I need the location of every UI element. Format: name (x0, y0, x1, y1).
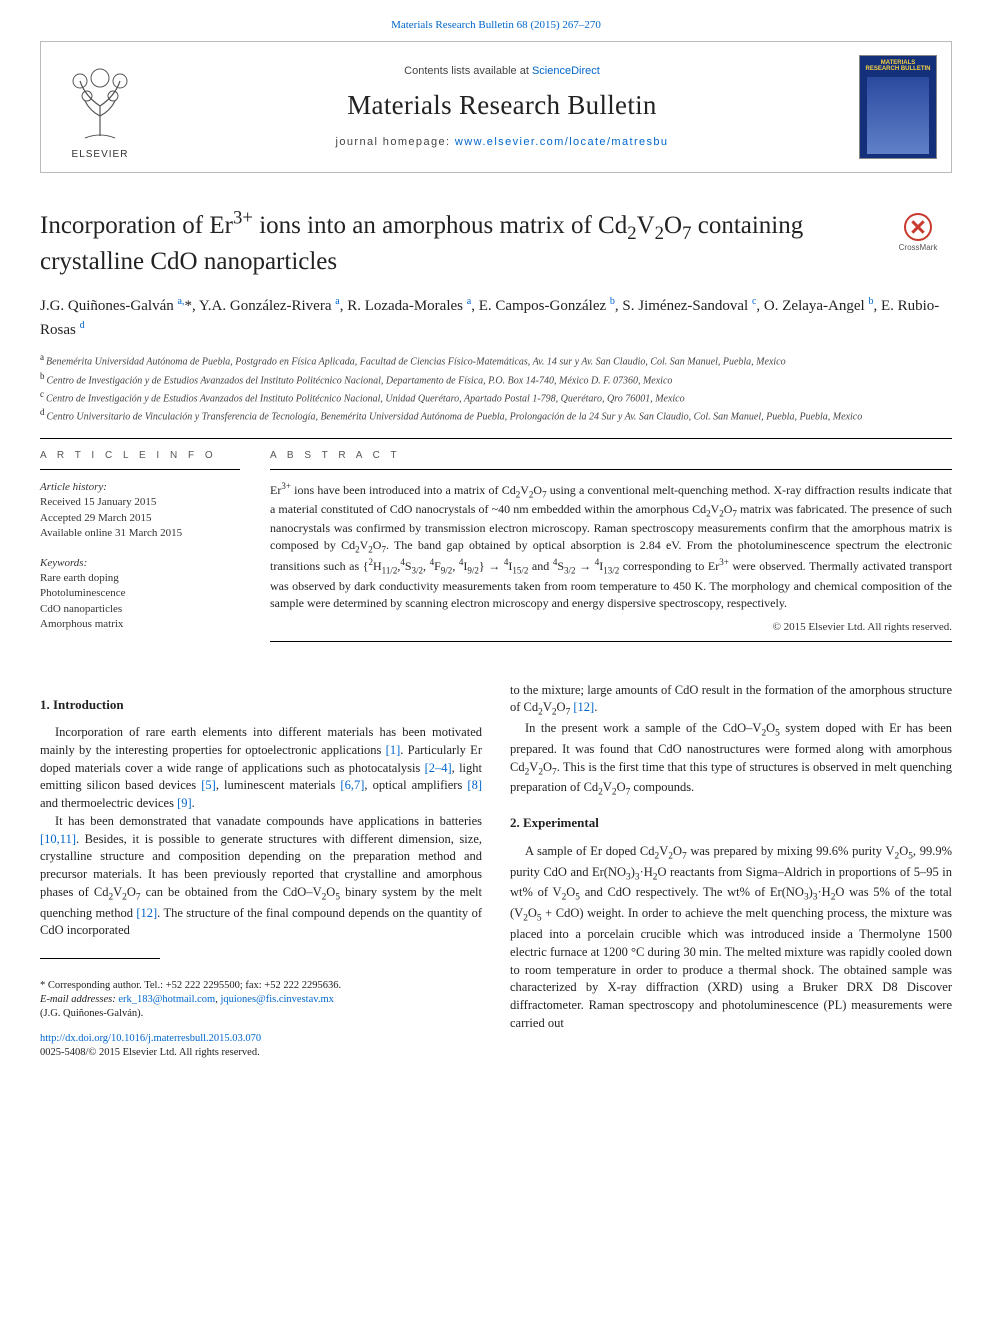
article-info: A R T I C L E I N F O Article history: R… (40, 449, 240, 651)
affiliation: bCentro de Investigación y de Estudios A… (40, 370, 952, 388)
sciencedirect-link[interactable]: ScienceDirect (532, 65, 600, 77)
keywords-block: Keywords: Rare earth dopingPhotoluminesc… (40, 556, 240, 633)
keyword: Amorphous matrix (40, 617, 240, 632)
affiliation: aBenemérita Universidad Autónoma de Pueb… (40, 351, 952, 369)
affiliation: cCentro de Investigación y de Estudios A… (40, 388, 952, 406)
doi-block: http://dx.doi.org/10.1016/j.materresbull… (40, 1032, 482, 1062)
divider (40, 469, 240, 470)
divider (270, 641, 952, 642)
intro-p2: It has been demonstrated that vanadate c… (40, 813, 482, 940)
journal-header: ELSEVIER Contents lists available at Sci… (40, 41, 952, 173)
author-list: J.G. Quiñones-Galván a,*, Y.A. González-… (40, 294, 952, 341)
history-online: Available online 31 March 2015 (40, 526, 240, 541)
footnotes: * Corresponding author. Tel.: +52 222 22… (40, 979, 482, 1022)
intro-p4: In the present work a sample of the CdO–… (510, 720, 952, 800)
abstract-copyright: © 2015 Elsevier Ltd. All rights reserved… (270, 620, 952, 635)
cover-title: MATERIALS RESEARCH BULLETIN (864, 60, 932, 73)
header-center: Contents lists available at ScienceDirec… (161, 64, 843, 150)
corresponding-author: * Corresponding author. Tel.: +52 222 22… (40, 979, 482, 993)
elsevier-tree-icon (65, 66, 135, 144)
keyword: Rare earth doping (40, 571, 240, 586)
keyword: CdO nanoparticles (40, 602, 240, 617)
info-abstract-row: A R T I C L E I N F O Article history: R… (40, 449, 952, 651)
divider (270, 469, 952, 470)
keywords-heading: Keywords: (40, 556, 240, 571)
running-head[interactable]: Materials Research Bulletin 68 (2015) 26… (40, 18, 952, 33)
exp-p1: A sample of Er doped Cd2V2O7 was prepare… (510, 843, 952, 1033)
homepage-line: journal homepage: www.elsevier.com/locat… (161, 135, 843, 150)
experimental-heading: 2. Experimental (510, 814, 952, 832)
journal-name: Materials Research Bulletin (161, 87, 843, 123)
keyword: Photoluminescence (40, 586, 240, 601)
history-received: Received 15 January 2015 (40, 495, 240, 510)
email-line: E-mail addresses: erk_183@hotmail.com, j… (40, 993, 482, 1007)
doi-link[interactable]: http://dx.doi.org/10.1016/j.materresbull… (40, 1033, 261, 1044)
article-title: Incorporation of Er3+ ions into an amorp… (40, 207, 952, 278)
divider (40, 438, 952, 439)
history-heading: Article history: (40, 480, 240, 495)
crossmark-badge[interactable]: CrossMark (884, 213, 952, 253)
abstract-column: A B S T R A C T Er3+ ions have been intr… (270, 449, 952, 651)
email-link-2[interactable]: jquiones@fis.cinvestav.mx (220, 994, 333, 1005)
article-history: Article history: Received 15 January 201… (40, 480, 240, 542)
elsevier-logo: ELSEVIER (55, 52, 145, 162)
affiliations: aBenemérita Universidad Autónoma de Pueb… (40, 351, 952, 424)
history-accepted: Accepted 29 March 2015 (40, 511, 240, 526)
affiliation: dCentro Universitario de Vinculación y T… (40, 406, 952, 424)
intro-p3: to the mixture; large amounts of CdO res… (510, 682, 952, 721)
intro-p1: Incorporation of rare earth elements int… (40, 724, 482, 813)
abstract-label: A B S T R A C T (270, 449, 952, 463)
contents-line: Contents lists available at ScienceDirec… (161, 64, 843, 79)
info-label: A R T I C L E I N F O (40, 449, 240, 463)
intro-heading: 1. Introduction (40, 696, 482, 714)
body-columns: 1. Introduction Incorporation of rare ea… (40, 682, 952, 1062)
journal-cover: MATERIALS RESEARCH BULLETIN (859, 55, 937, 159)
crossmark-label: CrossMark (899, 243, 938, 253)
issn-line: 0025-5408/© 2015 Elsevier Ltd. All right… (40, 1046, 482, 1061)
cover-graphic (867, 77, 928, 154)
footnote-separator (40, 958, 160, 959)
keywords-list: Rare earth dopingPhotoluminescenceCdO na… (40, 571, 240, 633)
email-link-1[interactable]: erk_183@hotmail.com (118, 994, 215, 1005)
title-text: Incorporation of Er3+ ions into an amorp… (40, 212, 803, 275)
running-head-link[interactable]: Materials Research Bulletin 68 (2015) 26… (391, 19, 601, 31)
email-attribution: (J.G. Quiñones-Galván). (40, 1007, 482, 1021)
crossmark-icon (904, 213, 932, 241)
abstract-text: Er3+ ions have been introduced into a ma… (270, 480, 952, 612)
elsevier-wordmark: ELSEVIER (72, 148, 129, 162)
homepage-link[interactable]: www.elsevier.com/locate/matresbu (455, 136, 669, 148)
